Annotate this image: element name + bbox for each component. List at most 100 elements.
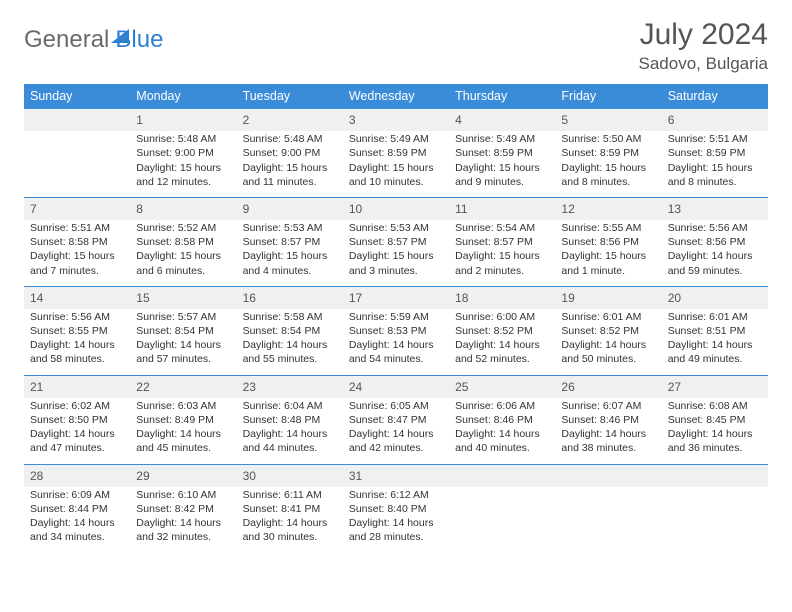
header-saturday: Saturday xyxy=(662,84,768,109)
daylight-text: Daylight: 14 hours xyxy=(561,338,655,352)
daylight-text: and 52 minutes. xyxy=(455,352,549,366)
header: General Blue July 2024 Sadovo, Bulgaria xyxy=(24,18,768,74)
daylight-text: Daylight: 14 hours xyxy=(349,516,443,530)
sunset-text: Sunset: 8:51 PM xyxy=(668,324,762,338)
day-content-cell: Sunrise: 5:53 AMSunset: 8:57 PMDaylight:… xyxy=(237,220,343,286)
sunset-text: Sunset: 8:53 PM xyxy=(349,324,443,338)
daylight-text: and 42 minutes. xyxy=(349,441,443,455)
day-number-cell xyxy=(555,464,661,487)
daylight-text: Daylight: 15 hours xyxy=(30,249,124,263)
day-content-cell xyxy=(24,131,130,197)
daylight-text: Daylight: 14 hours xyxy=(30,516,124,530)
day-content-cell: Sunrise: 6:01 AMSunset: 8:51 PMDaylight:… xyxy=(662,309,768,375)
sunrise-text: Sunrise: 6:08 AM xyxy=(668,399,762,413)
day-number-cell: 25 xyxy=(449,375,555,398)
daylight-text: Daylight: 15 hours xyxy=(136,161,230,175)
sunrise-text: Sunrise: 5:59 AM xyxy=(349,310,443,324)
day-number-cell: 29 xyxy=(130,464,236,487)
sunrise-text: Sunrise: 5:56 AM xyxy=(668,221,762,235)
day-number-cell: 11 xyxy=(449,197,555,220)
daylight-text: and 8 minutes. xyxy=(561,175,655,189)
daylight-text: and 38 minutes. xyxy=(561,441,655,455)
sunrise-text: Sunrise: 5:51 AM xyxy=(668,132,762,146)
day-number-cell: 5 xyxy=(555,109,661,132)
day-content-cell: Sunrise: 5:53 AMSunset: 8:57 PMDaylight:… xyxy=(343,220,449,286)
title-block: July 2024 Sadovo, Bulgaria xyxy=(639,18,768,74)
daylight-text: and 8 minutes. xyxy=(668,175,762,189)
sunset-text: Sunset: 8:58 PM xyxy=(136,235,230,249)
header-monday: Monday xyxy=(130,84,236,109)
sunrise-text: Sunrise: 5:50 AM xyxy=(561,132,655,146)
day-number-cell: 9 xyxy=(237,197,343,220)
sunrise-text: Sunrise: 5:49 AM xyxy=(455,132,549,146)
day-content-cell: Sunrise: 5:58 AMSunset: 8:54 PMDaylight:… xyxy=(237,309,343,375)
sunset-text: Sunset: 8:42 PM xyxy=(136,502,230,516)
sunset-text: Sunset: 8:54 PM xyxy=(243,324,337,338)
daylight-text: and 59 minutes. xyxy=(668,264,762,278)
daylight-text: Daylight: 15 hours xyxy=(561,161,655,175)
weekday-header-row: Sunday Monday Tuesday Wednesday Thursday… xyxy=(24,84,768,109)
day-number-cell xyxy=(24,109,130,132)
daylight-text: and 6 minutes. xyxy=(136,264,230,278)
header-thursday: Thursday xyxy=(449,84,555,109)
daylight-text: Daylight: 15 hours xyxy=(455,161,549,175)
header-sunday: Sunday xyxy=(24,84,130,109)
day-content-cell: Sunrise: 6:06 AMSunset: 8:46 PMDaylight:… xyxy=(449,398,555,464)
month-title: July 2024 xyxy=(639,18,768,52)
day-number-cell: 8 xyxy=(130,197,236,220)
day-number-cell: 21 xyxy=(24,375,130,398)
sunrise-text: Sunrise: 5:49 AM xyxy=(349,132,443,146)
content-row: Sunrise: 6:02 AMSunset: 8:50 PM Daylight:… xyxy=(24,398,768,464)
day-content-cell: Sunrise: 5:54 AMSunset: 8:57 PMDaylight:… xyxy=(449,220,555,286)
sunrise-text: Sunrise: 6:03 AM xyxy=(136,399,230,413)
daynum-row: 123456 xyxy=(24,109,768,132)
sunrise-text: Sunrise: 6:06 AM xyxy=(455,399,549,413)
day-content-cell: Sunrise: 5:48 AMSunset: 9:00 PMDaylight:… xyxy=(130,131,236,197)
logo-text-2: Blue xyxy=(115,26,163,54)
day-content-cell xyxy=(449,487,555,553)
daylight-text: and 2 minutes. xyxy=(455,264,549,278)
day-number-cell: 17 xyxy=(343,286,449,309)
day-content-cell: Sunrise: 5:52 AMSunset: 8:58 PMDaylight:… xyxy=(130,220,236,286)
sunrise-text: Sunrise: 6:01 AM xyxy=(668,310,762,324)
content-row: Sunrise: 6:09 AMSunset: 8:44 PMDaylight:… xyxy=(24,487,768,553)
day-content-cell: Sunrise: 5:56 AMSunset: 8:56 PMDaylight:… xyxy=(662,220,768,286)
day-content-cell xyxy=(555,487,661,553)
daylight-text: Daylight: 14 hours xyxy=(455,427,549,441)
daynum-row: 14151617181920 xyxy=(24,286,768,309)
day-number-cell: 2 xyxy=(237,109,343,132)
day-number-cell: 18 xyxy=(449,286,555,309)
day-content-cell: Sunrise: 5:48 AMSunset: 9:00 PMDaylight:… xyxy=(237,131,343,197)
calendar-table: Sunday Monday Tuesday Wednesday Thursday… xyxy=(24,84,768,552)
day-content-cell: Sunrise: 6:04 AMSunset: 8:48 PMDaylight:… xyxy=(237,398,343,464)
daylight-text: Daylight: 14 hours xyxy=(455,338,549,352)
daylight-text: Daylight: 14 hours xyxy=(668,338,762,352)
daylight-text: and 36 minutes. xyxy=(668,441,762,455)
daylight-text: Daylight: 15 hours xyxy=(668,161,762,175)
sunset-text: Sunset: 8:57 PM xyxy=(349,235,443,249)
daylight-text: Daylight: 14 hours xyxy=(243,338,337,352)
sunrise-text: Sunrise: 6:02 AM xyxy=(30,399,124,413)
sunrise-text: Sunrise: 6:05 AM xyxy=(349,399,443,413)
sunrise-text: Sunrise: 6:01 AM xyxy=(561,310,655,324)
daylight-text: Daylight: 15 hours xyxy=(349,161,443,175)
sunset-text: Sunset: 8:52 PM xyxy=(561,324,655,338)
sunrise-text: Sunrise: 5:58 AM xyxy=(243,310,337,324)
sunrise-text: Sunrise: 5:52 AM xyxy=(136,221,230,235)
sunset-text: Sunset: 8:50 PM xyxy=(30,413,124,427)
sunset-text: Sunset: 8:59 PM xyxy=(668,146,762,160)
day-content-cell: Sunrise: 5:55 AMSunset: 8:56 PMDaylight:… xyxy=(555,220,661,286)
day-number-cell: 3 xyxy=(343,109,449,132)
day-content-cell: Sunrise: 6:12 AMSunset: 8:40 PMDaylight:… xyxy=(343,487,449,553)
sunset-text: Sunset: 8:55 PM xyxy=(30,324,124,338)
daylight-text: Daylight: 14 hours xyxy=(136,516,230,530)
daylight-text: Daylight: 14 hours xyxy=(136,338,230,352)
daylight-text: and 40 minutes. xyxy=(455,441,549,455)
day-number-cell: 4 xyxy=(449,109,555,132)
sunset-text: Sunset: 9:00 PM xyxy=(243,146,337,160)
sunrise-text: Sunrise: 6:12 AM xyxy=(349,488,443,502)
daylight-text: and 11 minutes. xyxy=(243,175,337,189)
day-number-cell xyxy=(662,464,768,487)
daylight-text: Daylight: 15 hours xyxy=(349,249,443,263)
sunset-text: Sunset: 8:48 PM xyxy=(243,413,337,427)
